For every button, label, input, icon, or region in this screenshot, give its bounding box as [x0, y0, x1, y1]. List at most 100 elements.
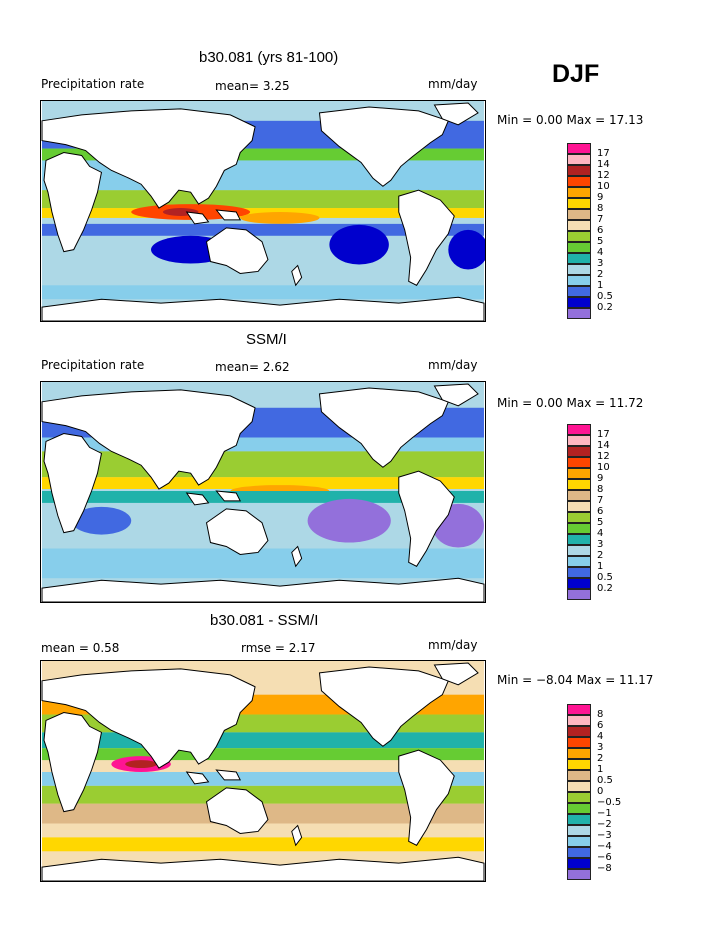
- legend-swatch: [567, 231, 591, 242]
- legend-swatch: [567, 726, 591, 737]
- legend-swatch: [567, 165, 591, 176]
- legend-label: 7: [597, 214, 604, 225]
- legend-swatch: [567, 308, 591, 319]
- legend-label: 5: [597, 517, 604, 528]
- panel-1-map: [40, 100, 486, 322]
- legend-swatch: [567, 154, 591, 165]
- panel-2-map: [40, 381, 486, 603]
- legend-swatch: [567, 869, 591, 880]
- panel-1-mean-label: mean= 3.25: [215, 79, 290, 93]
- legend-label: 9: [597, 473, 604, 484]
- world-map: [41, 101, 485, 321]
- panel-1-title: b30.081 (yrs 81-100): [199, 49, 339, 66]
- legend-label: 17: [597, 148, 610, 159]
- panel-3-rmse-label: rmse = 2.17: [241, 641, 316, 655]
- legend-swatch: [567, 490, 591, 501]
- legend-swatch: [567, 512, 591, 523]
- legend-label: 0: [597, 786, 604, 797]
- legend-swatch: [567, 715, 591, 726]
- legend-swatch: [567, 220, 591, 231]
- legend-swatch: [567, 737, 591, 748]
- panel-2-units: mm/day: [428, 358, 478, 372]
- legend-swatch: [567, 770, 591, 781]
- legend-label: 12: [597, 451, 610, 462]
- legend-label: 4: [597, 731, 604, 742]
- panel-1-left-label: Precipitation rate: [41, 77, 145, 91]
- legend-swatch: [567, 435, 591, 446]
- panel-3-title: b30.081 - SSM/I: [210, 612, 319, 629]
- legend-label: 12: [597, 170, 610, 181]
- legend-swatch: [567, 479, 591, 490]
- legend-label: 3: [597, 258, 604, 269]
- legend-label: 6: [597, 506, 604, 517]
- legend-label: 0.5: [597, 291, 613, 302]
- legend-label: 0.2: [597, 583, 613, 594]
- legend-swatch: [567, 567, 591, 578]
- legend-swatch: [567, 748, 591, 759]
- legend-swatch: [567, 704, 591, 715]
- legend-swatch: [567, 242, 591, 253]
- panel-3-mean-label: mean = 0.58: [41, 641, 120, 655]
- legend-swatch: [567, 523, 591, 534]
- legend-swatch: [567, 286, 591, 297]
- legend-label: 2: [597, 550, 604, 561]
- legend-label: −3: [597, 830, 612, 841]
- legend-label: 14: [597, 440, 610, 451]
- legend-label: 8: [597, 484, 604, 495]
- legend-label: −2: [597, 819, 612, 830]
- legend-swatch: [567, 803, 591, 814]
- panel-2-min-max: Min = 0.00 Max = 11.72: [497, 396, 644, 410]
- legend-label: 10: [597, 462, 610, 473]
- panel-1-min-max: Min = 0.00 Max = 17.13: [497, 113, 644, 127]
- legend-label: 7: [597, 495, 604, 506]
- legend-label: 9: [597, 192, 604, 203]
- legend-swatch: [567, 847, 591, 858]
- legend-label: 1: [597, 764, 604, 775]
- legend-label: 1: [597, 280, 604, 291]
- panel-3-units: mm/day: [428, 638, 478, 652]
- panel-2-left-label: Precipitation rate: [41, 358, 145, 372]
- legend-label: −8: [597, 863, 612, 874]
- panel-1-units: mm/day: [428, 77, 478, 91]
- legend-swatch: [567, 792, 591, 803]
- legend-label: 2: [597, 753, 604, 764]
- legend-label: 5: [597, 236, 604, 247]
- panel-3-min-max: Min = −8.04 Max = 11.17: [497, 673, 654, 687]
- legend-label: 6: [597, 720, 604, 731]
- legend-swatch: [567, 275, 591, 286]
- legend-swatch: [567, 176, 591, 187]
- legend-swatch: [567, 457, 591, 468]
- panel-3-map: [40, 660, 486, 882]
- legend-swatch: [567, 858, 591, 869]
- world-map: [41, 382, 485, 602]
- legend-label: 3: [597, 742, 604, 753]
- panel-2-mean-label: mean= 2.62: [215, 360, 290, 374]
- legend-label: 6: [597, 225, 604, 236]
- legend-swatch: [567, 825, 591, 836]
- legend-label: −4: [597, 841, 612, 852]
- legend-swatch: [567, 143, 591, 154]
- legend-swatch: [567, 198, 591, 209]
- legend-swatch: [567, 578, 591, 589]
- season-label: DJF: [552, 60, 600, 88]
- legend-label: 3: [597, 539, 604, 550]
- legend-swatch: [567, 759, 591, 770]
- legend-swatch: [567, 556, 591, 567]
- legend-swatch: [567, 187, 591, 198]
- legend-label: 0.2: [597, 302, 613, 313]
- legend-swatch: [567, 468, 591, 479]
- legend-swatch: [567, 781, 591, 792]
- legend-label: −1: [597, 808, 612, 819]
- legend-label: 17: [597, 429, 610, 440]
- legend-label: −0.5: [597, 797, 622, 808]
- legend-swatch: [567, 589, 591, 600]
- legend-swatch: [567, 446, 591, 457]
- legend-swatch: [567, 253, 591, 264]
- legend-label: 4: [597, 528, 604, 539]
- legend-label: 0.5: [597, 572, 613, 583]
- legend-label: 8: [597, 709, 604, 720]
- legend-label: 8: [597, 203, 604, 214]
- legend-label: 4: [597, 247, 604, 258]
- world-map: [41, 661, 485, 881]
- legend-label: 1: [597, 561, 604, 572]
